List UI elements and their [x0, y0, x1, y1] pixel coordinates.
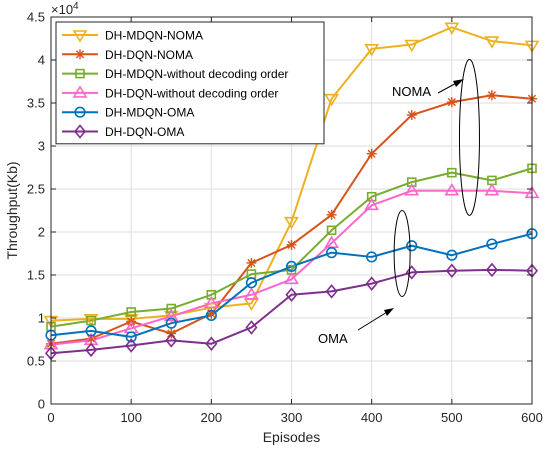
- x-tick-label: 100: [120, 410, 142, 425]
- data-point-0-4: [203, 302, 219, 316]
- y-tick-label: 3.5: [27, 96, 45, 111]
- noma-label: NOMA: [392, 84, 431, 99]
- data-point-5-1: [85, 342, 98, 358]
- y-tick-label: 4.5: [27, 10, 45, 25]
- x-tick-label: 400: [361, 410, 383, 425]
- data-point-4-6: [285, 260, 298, 273]
- data-point-1-5: [246, 257, 257, 268]
- x-tick-label: 500: [441, 410, 463, 425]
- annotations: NOMA OMA: [318, 58, 480, 346]
- legend-marker-5: [73, 124, 87, 139]
- oma-arrow-head: [384, 308, 394, 316]
- data-point-5-8: [365, 276, 378, 291]
- legend-box: [55, 21, 325, 145]
- data-point-5-5: [245, 320, 258, 335]
- data-point-0-6: [284, 216, 299, 230]
- legend-label-3: DH-DQN-without decoding order: [105, 86, 278, 100]
- y-tick-label: 3: [38, 139, 45, 154]
- data-point-5-4: [205, 336, 218, 352]
- data-point-4-4: [205, 309, 217, 322]
- legend: DH-MDQN-NOMA DH-DQN-NOMA DH-MDQN-without d…: [55, 21, 325, 145]
- data-point-4-9: [406, 240, 418, 252]
- legend-marker-1: [75, 49, 85, 60]
- series-line-2: [50, 167, 533, 328]
- data-point-1-9: [406, 110, 417, 121]
- data-point-1-7: [326, 209, 337, 220]
- data-point-3-8: [364, 197, 380, 211]
- data-point-4-1: [85, 325, 97, 337]
- data-point-2-3: [166, 303, 177, 314]
- data-point-5-11: [485, 262, 498, 278]
- data-point-4-11: [486, 238, 498, 250]
- y-tick-label: 4: [38, 53, 45, 68]
- data-point-4-10: [446, 249, 458, 261]
- data-point-3-5: [244, 287, 259, 300]
- oma-label: OMA: [318, 331, 348, 346]
- data-point-0-8: [364, 44, 380, 57]
- legend-label-0: DH-MDQN-NOMA: [105, 29, 203, 43]
- legend-label-2: DH-MDQN-without decoding order: [105, 67, 288, 81]
- data-point-3-3: [163, 308, 179, 322]
- y-tick-label: 1: [38, 311, 45, 326]
- data-point-4-8: [366, 251, 378, 263]
- noma-arrow-head: [453, 79, 464, 87]
- y-tick-label: 2: [38, 225, 45, 240]
- data-point-0-1: [83, 314, 99, 327]
- data-point-0-7: [324, 93, 339, 107]
- noma-ellipse: [458, 58, 480, 216]
- legend-label-4: DH-MDQN-OMA: [105, 106, 194, 120]
- y-multiplier-exponent: 4: [73, 1, 79, 12]
- data-point-3-6: [284, 271, 299, 285]
- data-point-3-9: [404, 183, 420, 196]
- data-point-3-10: [444, 183, 460, 196]
- data-point-0-10: [444, 22, 460, 35]
- data-point-5-7: [325, 284, 338, 299]
- legend-marker-4: [74, 106, 86, 118]
- x-tick-label: 600: [521, 410, 543, 425]
- x-tick-label: 300: [281, 410, 303, 425]
- data-point-4-2: [125, 331, 137, 343]
- data-point-2-10: [447, 167, 457, 178]
- data-point-2-2: [126, 307, 136, 317]
- oma-ellipse: [393, 210, 411, 297]
- y-axis-title: Throughput(Kb): [4, 161, 20, 259]
- legend-label-5: DH-DQN-OMA: [105, 125, 184, 139]
- axis-ticks: 0 100 200 300 400 500 600 0 0.5 1 1.5 2 2.5 3 3.5 4 4.5: [27, 10, 543, 426]
- x-axis-title: Episodes: [263, 429, 321, 445]
- data-point-5-2: [125, 338, 138, 353]
- data-point-4-7: [325, 247, 338, 259]
- data-point-0-11: [484, 36, 500, 49]
- data-point-3-11: [484, 183, 500, 196]
- legend-label-1: DH-DQN-NOMA: [105, 48, 193, 62]
- data-point-1-11: [486, 90, 497, 101]
- data-point-0-9: [404, 39, 420, 53]
- legend-marker-0: [72, 30, 88, 43]
- data-point-4-3: [165, 317, 177, 329]
- data-point-1-8: [366, 148, 377, 159]
- y-multiplier-base: ×10: [51, 2, 73, 17]
- series-line-5: [50, 268, 533, 355]
- data-point-2-7: [326, 225, 337, 236]
- series-line-3: [50, 189, 533, 346]
- y-tick-label: 0: [38, 397, 45, 412]
- data-point-5-6: [285, 287, 298, 303]
- data-point-5-9: [405, 265, 418, 280]
- data-point-3-4: [203, 295, 219, 309]
- y-tick-label: 1.5: [27, 268, 45, 283]
- legend-marker-3: [72, 85, 88, 98]
- data-point-4-5: [245, 277, 258, 289]
- y-tick-label: 0.5: [27, 354, 45, 369]
- legend-marker-2: [75, 68, 85, 79]
- x-tick-label: 200: [200, 410, 222, 425]
- data-point-5-10: [445, 263, 458, 278]
- y-tick-label: 2.5: [27, 182, 45, 197]
- data-point-5-3: [165, 333, 178, 348]
- data-point-1-6: [286, 239, 297, 250]
- x-tick-label: 0: [47, 410, 54, 425]
- data-point-2-1: [86, 315, 96, 326]
- data-point-0-2: [123, 314, 139, 327]
- data-point-1-10: [446, 97, 457, 108]
